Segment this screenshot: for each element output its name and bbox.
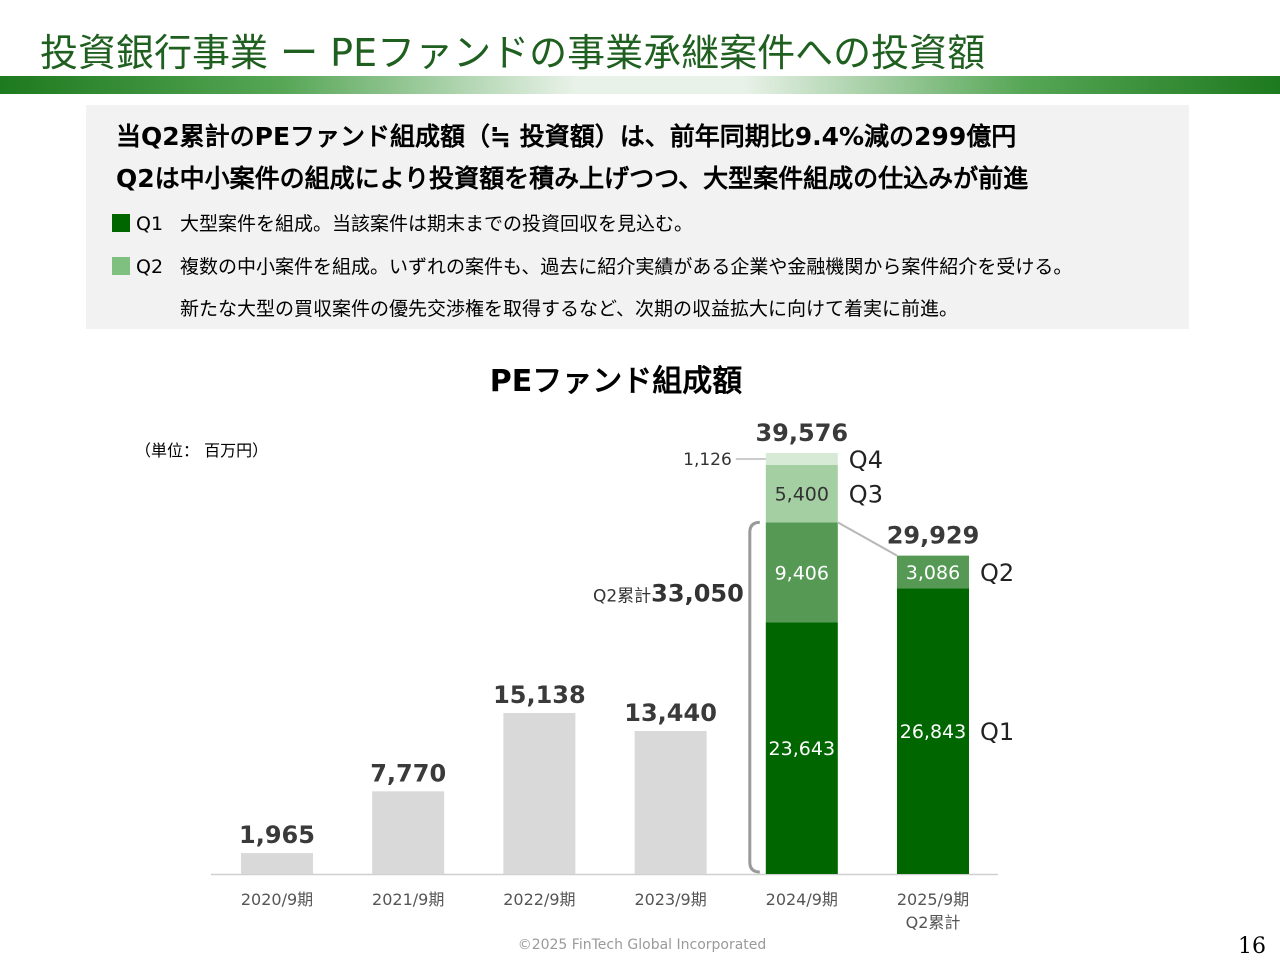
summary-headline-1: 当Q2累計のPEファンド組成額（≒ 投資額）は、前年同期比9.4%減の299億円 [116,122,1017,151]
bar-segment-q3 [765,464,838,523]
x-tick-label-line2: Q2累計 [906,913,961,932]
segment-value-label: 3,086 [906,562,960,584]
quarter-label-q4: Q4 [849,446,883,474]
bar-segment-q1 [765,622,838,874]
bar [241,853,313,874]
quarter-label-q1: Q1 [980,718,1014,746]
slide-title: 投資銀行事業 ー PEファンドの事業承継案件への投資額 [40,31,986,75]
x-tick-label: 2023/9期 [634,890,706,909]
note-continuation: 新たな大型の買収案件の優先交渉権を取得するなど、次期の収益拡大に向けて着実に前進… [180,298,959,320]
quarter-label-q2: Q2 [980,559,1014,587]
bar [372,791,445,874]
unit-label: （単位： 百万円） [135,441,269,460]
note-text-q1: 大型案件を組成。当該案件は期末までの投資回収を見込む。 [180,213,694,235]
segment-value-label: 23,643 [769,738,835,760]
x-tick-label: 2020/9期 [241,890,313,909]
bar-segment-q1 [897,588,969,874]
bar-total-label: 29,929 [887,522,980,550]
bar-value-label: 7,770 [370,759,446,787]
comparison-connector-line [837,521,898,557]
x-tick-label: 2025/9期 [897,890,969,909]
bar-segment-q2 [897,555,969,589]
segment-value-label: 1,126 [683,450,732,470]
segment-value-label: 9,406 [775,562,829,584]
x-tick-label: 2021/9期 [372,890,444,909]
bar-total-label: 39,576 [755,419,848,447]
chart-title: PEファンド組成額 [489,364,743,399]
segment-value-label: 5,400 [775,484,829,506]
copyright: ©2025 FinTech Global Incorporated [517,937,767,953]
q2-cumulative-bracket [748,520,760,874]
x-tick-label: 2022/9期 [503,890,575,909]
title-gradient-bar [0,76,1280,94]
page-number: 16 [1238,934,1266,959]
bar-value-label: 1,965 [239,821,315,849]
summary-box: 当Q2累計のPEファンド組成額（≒ 投資額）は、前年同期比9.4%減の299億円… [86,105,1189,329]
q2-legend-swatch [112,257,130,275]
bar-value-label: 13,440 [624,699,717,727]
q1-legend-swatch [112,214,130,232]
segment-value-label: 26,843 [900,721,966,743]
note-tag-q1: Q1 [136,213,164,235]
bar [634,731,707,874]
note-row-q2: Q2 複数の中小案件を組成。いずれの案件も、過去に紹介実績がある企業や金融機関から… [112,252,1072,279]
bar-segment-q2 [765,522,838,623]
bar-value-label: 15,138 [493,681,586,709]
q2-cumulative-label: Q2累計33,050 [593,579,744,607]
quarter-label-q3: Q3 [849,481,883,509]
bar-segment-q4 [765,453,838,465]
x-tick-label: 2024/9期 [766,890,838,909]
bar [503,712,576,874]
note-row-q1: Q1 大型案件を組成。当該案件は期末までの投資回収を見込む。 [112,209,693,236]
summary-headline-2: Q2は中小案件の組成により投資額を積み上げつつ、大型案件組成の仕込みが前進 [116,164,1029,193]
note-text-q2: 複数の中小案件を組成。いずれの案件も、過去に紹介実績がある企業や金融機関から案件… [180,256,1073,278]
note-tag-q2: Q2 [136,256,164,278]
